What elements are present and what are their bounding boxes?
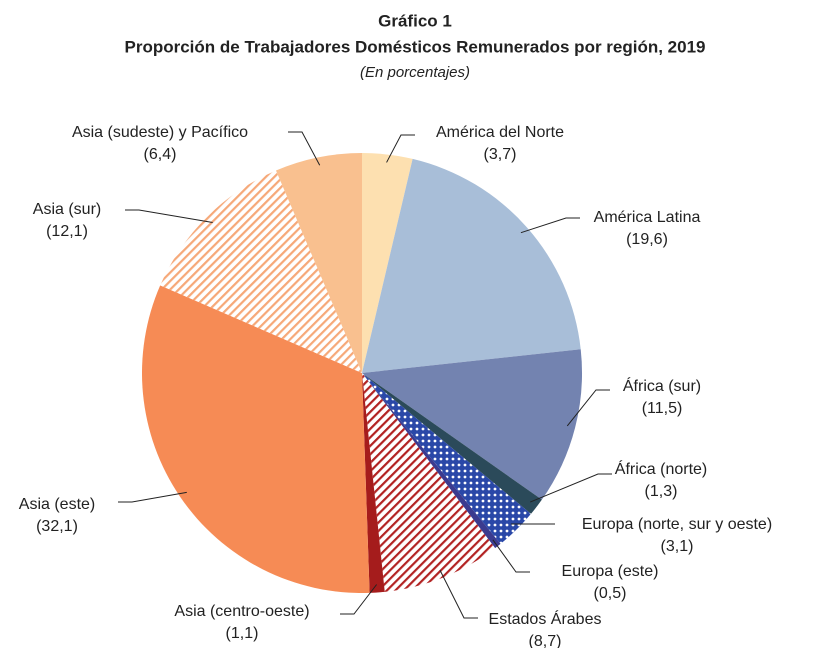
slice-label: Europa (este) bbox=[562, 563, 659, 580]
slice-value-label: (1,3) bbox=[645, 483, 678, 500]
slice-label: América del Norte bbox=[436, 124, 564, 141]
leader-line bbox=[566, 389, 610, 427]
leader-line bbox=[288, 131, 321, 166]
leader-line bbox=[386, 134, 415, 163]
slice-label: Asia (este) bbox=[19, 496, 95, 513]
slice-value-label: (3,7) bbox=[484, 146, 517, 163]
slice-value-label: (19,6) bbox=[626, 231, 668, 248]
slice-label: Europa (norte, sur y oeste) bbox=[582, 516, 772, 533]
slice-value-label: (6,4) bbox=[144, 146, 177, 163]
leader-line bbox=[530, 473, 612, 503]
leader-line bbox=[118, 491, 187, 503]
slice-label: África (sur) bbox=[623, 376, 701, 395]
pie-slice bbox=[362, 153, 413, 373]
slice-value-label: (8,7) bbox=[529, 633, 562, 648]
slice-label: Asia (sudeste) y Pacífico bbox=[72, 124, 248, 141]
pie-slice bbox=[362, 158, 581, 373]
pie-slice bbox=[362, 373, 531, 544]
chart-subtitle: Proporción de Trabajadores Domésticos Re… bbox=[125, 37, 706, 56]
slice-label: América Latina bbox=[594, 209, 701, 226]
leader-line bbox=[125, 209, 213, 223]
leader-line bbox=[492, 539, 530, 573]
pie-slice bbox=[142, 285, 370, 593]
slice-label: Asia (sur) bbox=[33, 201, 101, 218]
pie-slice bbox=[362, 373, 496, 592]
pie-slice bbox=[362, 349, 582, 500]
pie-slice bbox=[362, 373, 542, 514]
chart-title: Gráfico 1 bbox=[378, 11, 452, 30]
slice-value-label: (12,1) bbox=[46, 223, 88, 240]
chart-note: (En porcentajes) bbox=[360, 64, 470, 81]
leader-line bbox=[340, 584, 378, 615]
slice-label: Estados Árabes bbox=[489, 609, 602, 628]
slice-value-label: (1,1) bbox=[226, 625, 259, 642]
leader-line bbox=[439, 569, 478, 619]
pie-slice bbox=[362, 373, 501, 549]
slice-value-label: (32,1) bbox=[36, 518, 78, 535]
slice-label: Asia (centro-oeste) bbox=[174, 603, 309, 620]
slice-label: África (norte) bbox=[615, 459, 707, 478]
pie-slice bbox=[275, 153, 362, 373]
slice-value-label: (11,5) bbox=[642, 400, 683, 417]
slice-value-label: (0,5) bbox=[594, 585, 627, 602]
leader-line bbox=[520, 217, 580, 234]
pie-slice bbox=[160, 170, 362, 373]
pie-slice bbox=[362, 373, 385, 593]
slice-value-label: (3,1) bbox=[661, 538, 694, 555]
